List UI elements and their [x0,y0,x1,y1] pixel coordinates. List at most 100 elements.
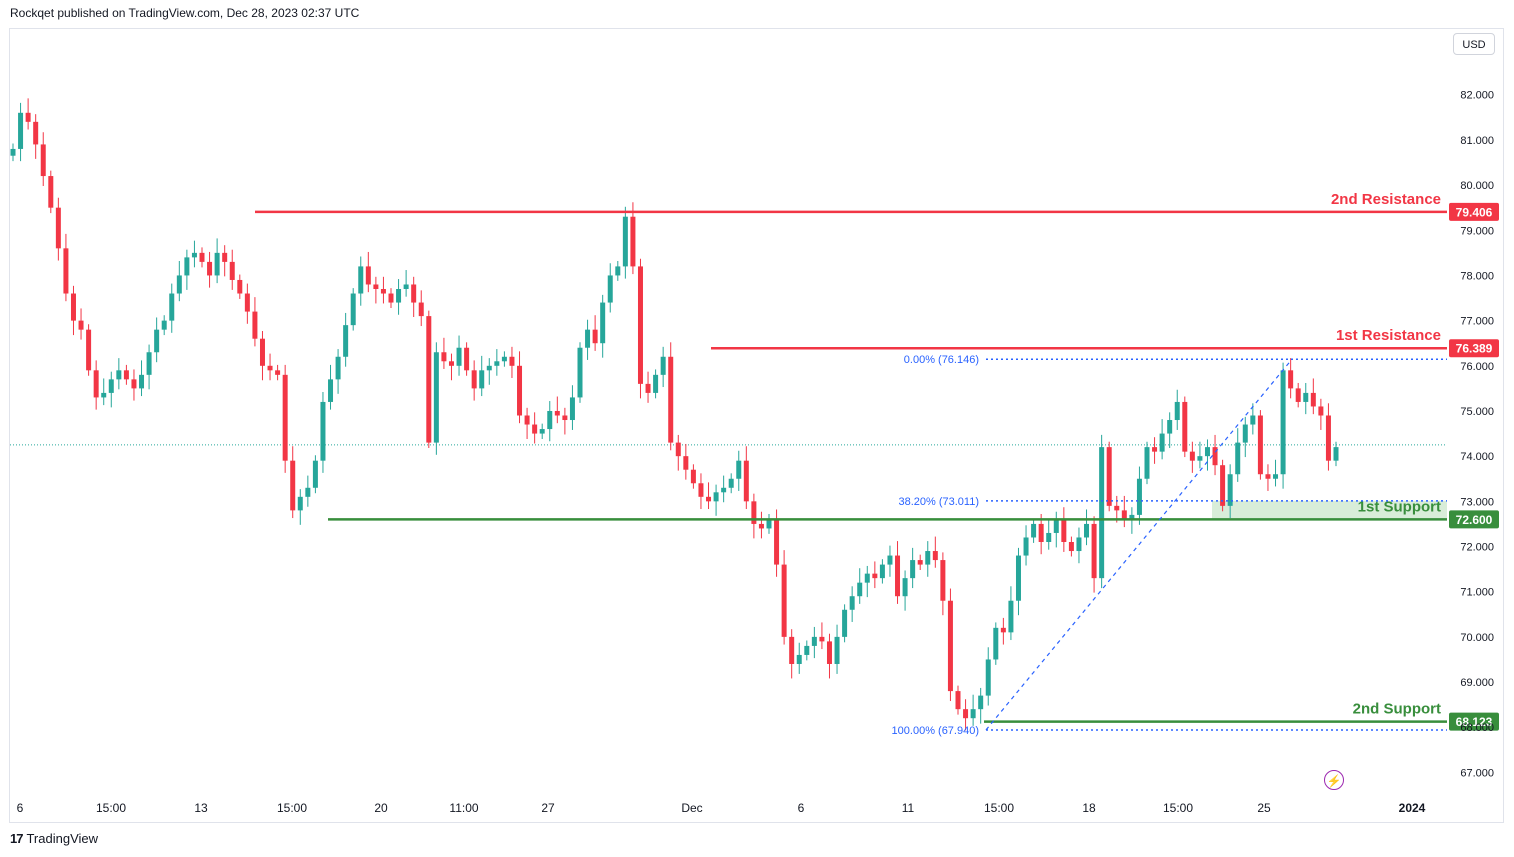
candle-body [214,252,220,276]
candle-body [78,320,84,330]
x-tick-label: 6 [17,801,24,815]
candle-body [562,415,568,421]
tradingview-footer: 17 TradingView [10,831,98,846]
candle-body [1046,532,1052,542]
level-price-tag [1449,202,1499,221]
candle-body [1038,523,1044,542]
candle-body [191,252,197,258]
candle-body [116,370,122,380]
candle-body [199,252,205,262]
candle-body [766,519,772,529]
candle-body [683,456,689,470]
candle-body [259,338,265,366]
candle-body [101,392,107,398]
candle-body [1152,447,1158,452]
candle-body [630,216,636,267]
candle-body [1318,406,1324,416]
x-tick-label: 2024 [1399,801,1426,815]
candle-body [1076,537,1082,552]
candle-body [963,709,969,719]
candle-body [1091,523,1097,579]
candle-body [86,329,92,371]
candle-body [70,293,76,321]
candle-body [10,148,16,156]
candle-body [1257,415,1263,475]
candle-body [713,492,719,502]
candle-body [396,289,402,303]
candle-body [448,361,454,366]
candle-body [917,560,923,565]
candle-body [433,352,439,443]
candle-body [154,329,160,353]
y-tick-label: 70.000 [1460,632,1494,644]
candle-body [569,397,575,421]
x-tick-label: 6 [798,801,805,815]
candle-body [471,370,477,389]
candle-body [524,415,530,425]
y-tick-label: 79.000 [1460,225,1494,237]
fib-level-label: 0.00% (76.146) [904,354,979,366]
y-tick-label: 73.000 [1460,496,1494,508]
candle-body [789,636,795,664]
candle-body [615,266,621,276]
candle-body [123,370,129,380]
candle-body [743,460,749,502]
candle-body [842,609,848,637]
candle-body [252,311,258,339]
candle-body [910,560,916,579]
candle-body [864,573,870,583]
candle-body [849,596,855,610]
x-tick-label: 15:00 [1163,801,1193,815]
candle-body [993,627,999,660]
candle-body [804,645,810,655]
flash-icon[interactable]: ⚡ [1324,770,1344,790]
candle-body [486,365,492,371]
candle-body [365,266,371,285]
candlestick-series [10,98,1339,731]
candle-body [645,383,651,393]
candle-body [494,361,500,366]
candle-body [668,356,674,443]
x-tick-label: Dec [681,801,702,815]
candle-body [1265,474,1271,479]
candle-body [1144,447,1150,479]
currency-button[interactable]: USD [1453,33,1495,55]
candle-body [169,293,175,321]
candle-body [637,266,643,384]
candle-body [970,709,976,719]
candle-body [706,496,712,502]
candle-body [902,578,908,597]
y-tick-label: 72.000 [1460,542,1494,554]
candle-body [1220,465,1226,506]
candle-body [426,316,432,443]
candle-body [585,329,591,348]
candle-body [229,261,235,280]
level-label: 1st Support [1358,498,1441,515]
candle-body [388,293,394,303]
candle-body [275,370,281,375]
candle-body [358,266,364,294]
y-tick-label: 75.000 [1460,406,1494,418]
candle-body [267,365,273,371]
support-zone [1212,500,1447,520]
candle-body [40,144,46,177]
level-label: 1st Resistance [1336,327,1441,344]
candle-body [411,284,417,303]
candle-body [547,410,553,430]
candle-body [328,379,334,402]
time-axis: 6 15:00 13 15:00 20 11:00 27 Dec 6 11 15:00 18 15:00… [17,801,1426,815]
candle-body [282,374,288,461]
candle-body [380,289,386,294]
y-tick-label: 76.000 [1460,361,1494,373]
candle-body [978,695,984,710]
candle-body [554,410,560,416]
candle-body [131,379,137,389]
candle-body [1250,415,1256,425]
candle-body [33,121,39,145]
candle-body [1273,474,1279,479]
candle-body [653,374,659,393]
candle-body [1008,600,1014,633]
x-tick-label: 11:00 [449,801,478,815]
y-tick-label: 81.000 [1460,135,1494,147]
